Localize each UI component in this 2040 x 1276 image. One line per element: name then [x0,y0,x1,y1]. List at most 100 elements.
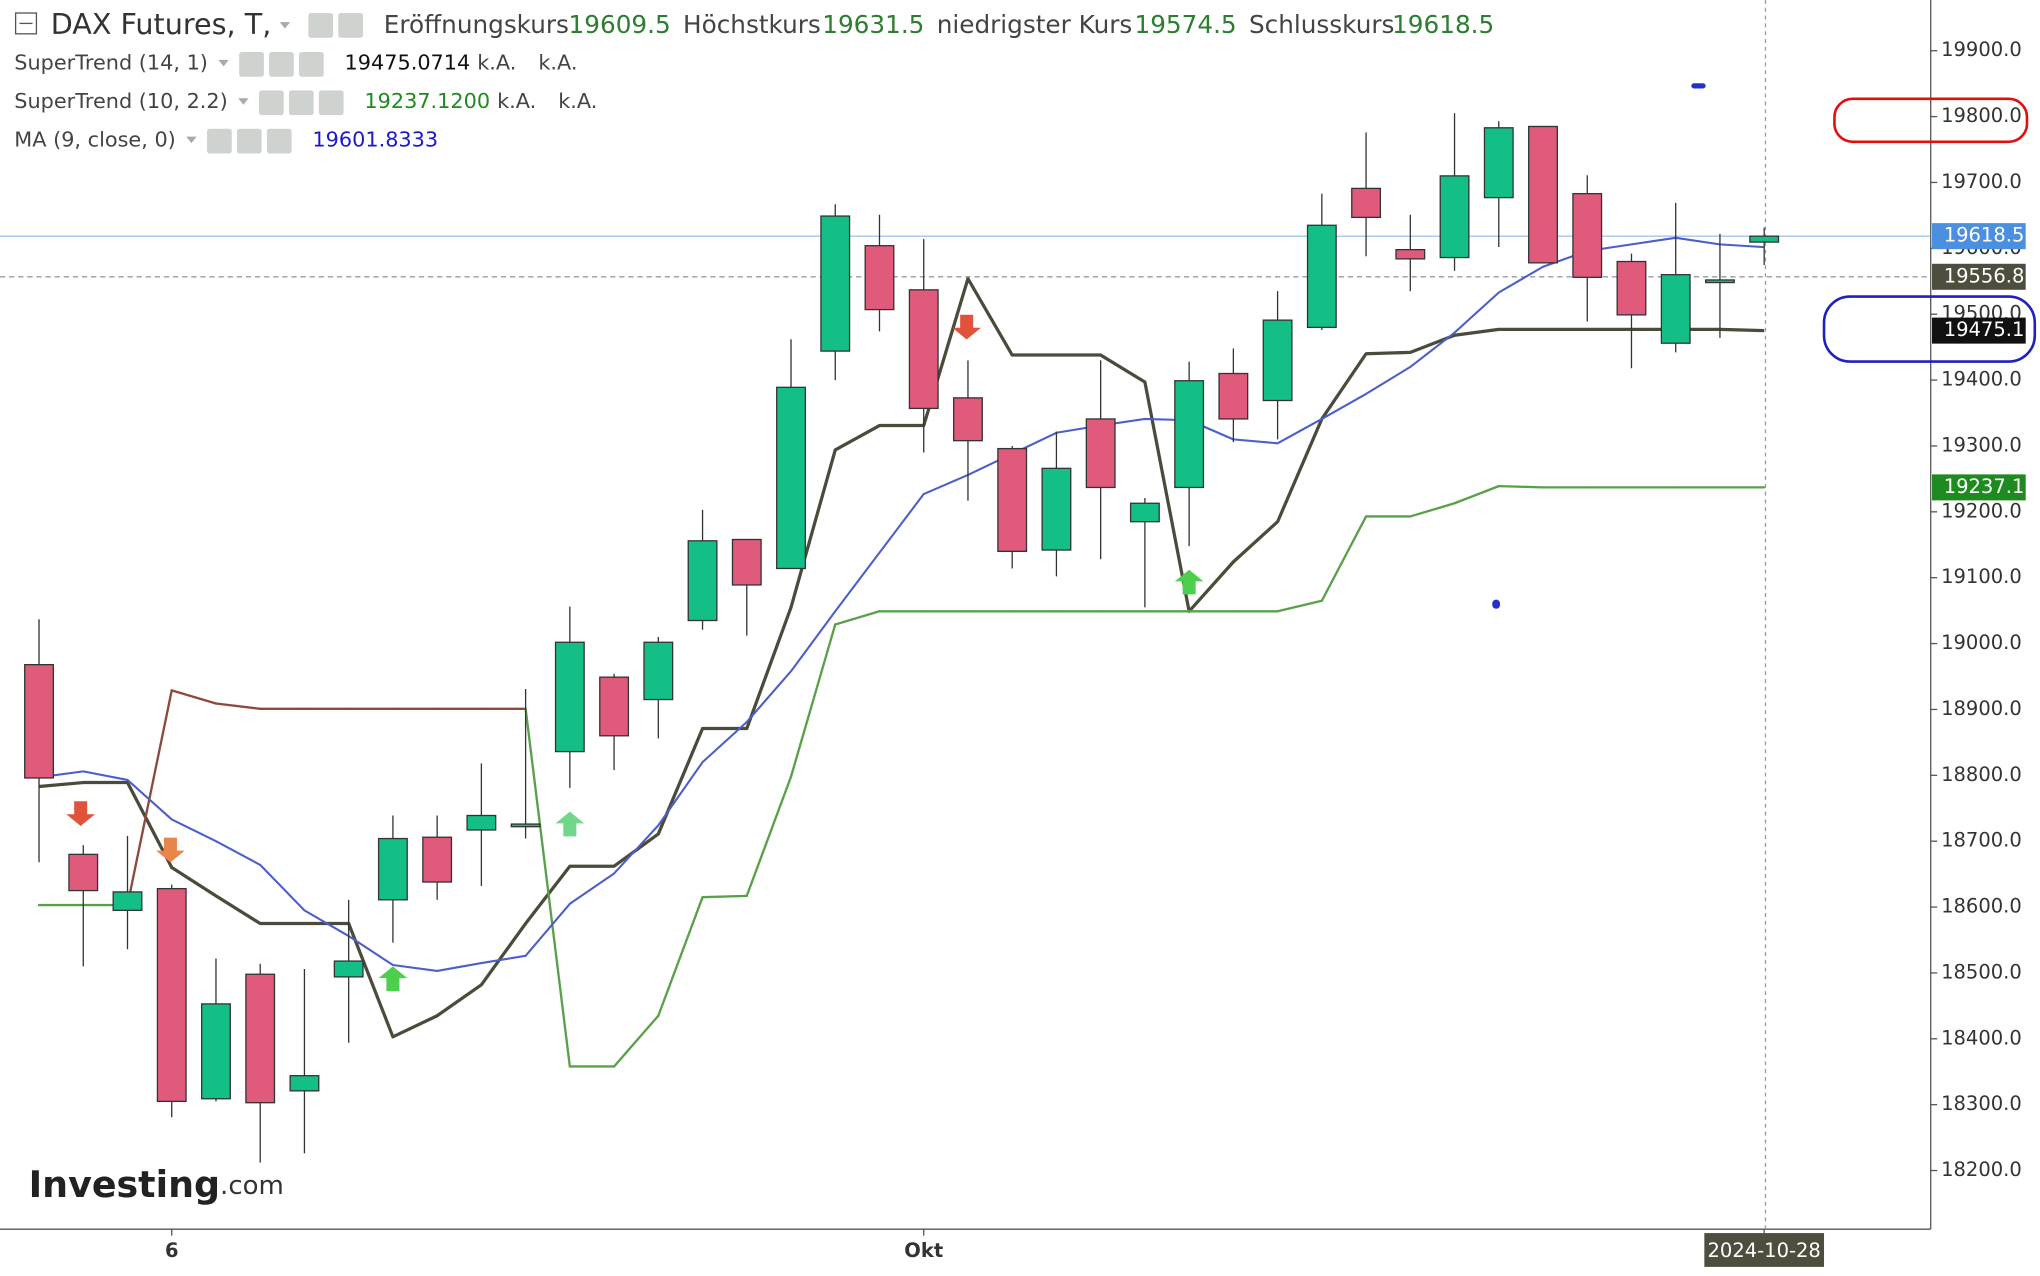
candle-body [952,397,983,442]
chart-title: DAX Futures, T, [51,7,272,41]
indicator-segment [1409,502,1456,518]
indicator-icon [259,90,284,116]
candle-body [333,960,364,978]
indicator-icon [288,90,314,116]
y-tick-label: 18900.0 [1941,697,2022,720]
buy-arrow [555,811,585,837]
ohlc-value: 19574.5 [1134,10,1236,39]
dropdown [218,59,229,67]
candle-body [1616,260,1647,316]
indicator-segment [524,707,572,1068]
x-cursor-box [1704,1233,1825,1267]
y-tick-label: 19300.0 [1941,433,2022,456]
indicator-icon [207,128,232,154]
candle-body [68,853,99,892]
indicator-note: k.A. [477,51,516,75]
candle-body [1749,235,1780,243]
indicator-note: k.A. [497,89,536,113]
indicator-note: k.A. [558,89,597,113]
ohlc-label: Höchstkurs [683,10,821,39]
candle-body [289,1075,320,1092]
candle-body [245,973,276,1104]
indicator-segment [834,610,881,626]
watermark-suffix: .com [220,1171,284,1201]
ohlc-label: Schlusskurs [1249,10,1394,39]
candle-body [1395,249,1426,260]
indicator-segment [214,702,262,710]
eye-icon[interactable] [308,13,334,38]
candle-body [466,814,497,831]
watermark-brand: Investing [29,1163,220,1206]
indicator-value: 19237.1200 [364,89,490,113]
ohlc-label: Eröffnungskurs [384,10,569,39]
candle-body [1218,372,1249,420]
legend-header: DAX Futures, T, Eröffnungskurs 19609.5 H… [14,7,1494,41]
candle-body [1306,224,1337,329]
y-tick-label: 18700.0 [1941,829,2022,852]
collapse-icon[interactable] [14,12,38,35]
plot-area [0,113,1931,1163]
candle-body [422,836,453,883]
indicator-segment [1320,515,1368,602]
y-tick-label: 19100.0 [1941,565,2022,588]
settings-icon[interactable] [338,13,363,38]
indicator-segment [126,689,173,907]
y-tick-label: 18500.0 [1941,960,2022,983]
indicator-segment [701,894,748,899]
y-tick-label: 19400.0 [1941,368,2022,391]
candle-body [201,1003,231,1100]
candle-body [1704,279,1735,284]
candle-body [1483,127,1514,199]
ohlc-value: 19618.5 [1392,10,1494,39]
indicator-segment [612,1014,660,1068]
candle-body [1351,187,1382,219]
price-marker [1932,223,2026,250]
candle-body [1129,502,1160,523]
dropdown[interactable] [279,22,291,29]
candle-body [1528,125,1558,264]
price-marker-label: 19618.5 [1944,224,2025,247]
dot [1492,599,1501,609]
y-tick-label: 19800.0 [1941,104,2022,127]
indicator-value: 19601.8333 [312,127,438,151]
sell-arrow [156,837,185,863]
candle-body [1085,418,1116,489]
candle-body [1439,175,1470,259]
indicator-icon [239,52,264,77]
price-marker [1932,474,2026,501]
y-tick-label: 19200.0 [1941,499,2022,522]
candle-body [864,245,895,311]
indicator-icon [266,128,292,154]
price-marker-label: 19237.1 [1944,475,2025,498]
indicator-segment [789,623,837,778]
candle-body [643,641,674,701]
dropdown [238,98,249,105]
price-marker [1932,263,2026,290]
sell-arrow [952,314,981,340]
y-tick-label: 18300.0 [1941,1092,2022,1115]
candle-body [1660,274,1691,344]
indicator-name: SuperTrend (14, 1) [14,51,208,75]
indicator-legend: SuperTrend (14, 1) 19475.0714 k.A. k.A.Supe… [14,51,597,154]
candle-body [377,837,408,901]
candle-body [908,289,939,410]
indicator-icon [299,52,324,77]
candle-body [510,823,541,828]
indicator-line [38,236,1765,972]
candle-body [820,215,851,352]
candle-body [24,663,54,779]
candle-body [112,891,143,912]
annotation-circle [1833,97,2029,144]
price-marker-label: 19556.8 [1944,264,2025,287]
price-marker [1932,317,2026,344]
candle-body [156,887,187,1103]
sell-arrow [66,801,95,826]
y-tick-label: 19000.0 [1941,631,2022,654]
dropdown [186,136,197,144]
buy-arrow [378,966,408,992]
indicator-icon [269,52,294,77]
candle-body [599,676,630,737]
y-tick-label: 18600.0 [1941,895,2022,918]
